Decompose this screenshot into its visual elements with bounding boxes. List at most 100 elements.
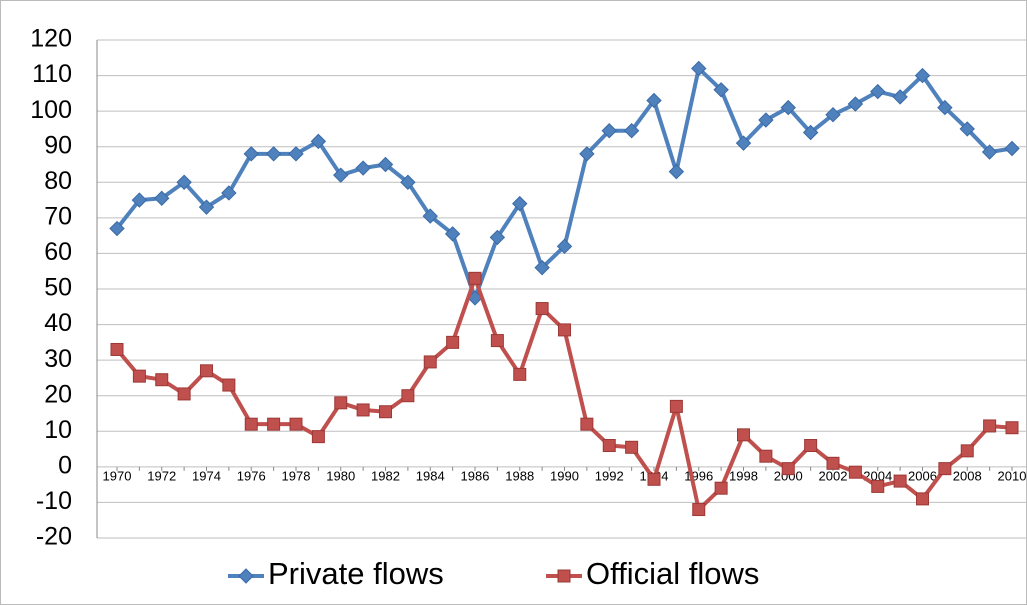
x-tick-label: 1986 <box>461 468 490 483</box>
y-tick-label: 50 <box>44 274 72 302</box>
y-tick-label: 30 <box>44 345 72 373</box>
data-point <box>893 474 907 488</box>
data-point <box>937 99 953 116</box>
y-tick-label: 70 <box>44 202 72 230</box>
x-tick-label: 2008 <box>953 468 982 483</box>
data-point <box>669 399 683 413</box>
data-point <box>400 174 416 190</box>
data-point <box>625 440 639 454</box>
data-point <box>446 335 460 349</box>
y-tick-label: 60 <box>44 238 72 266</box>
data-point <box>288 146 304 162</box>
y-tick-label: 100 <box>30 96 72 124</box>
x-tick-label: 1976 <box>237 468 266 483</box>
x-tick-label: 2002 <box>819 468 848 483</box>
data-point <box>826 456 840 470</box>
legend-item: Private flows <box>228 556 444 591</box>
y-tick-label: 0 <box>58 451 72 479</box>
data-point <box>379 405 392 419</box>
x-tick-label: 1992 <box>595 468 624 483</box>
data-point <box>444 226 461 242</box>
data-point <box>601 122 617 139</box>
x-tick-label: 2000 <box>774 468 803 483</box>
data-point <box>735 135 752 151</box>
data-point <box>244 417 258 431</box>
data-point <box>356 403 370 417</box>
data-point <box>737 428 750 442</box>
data-point <box>892 89 908 105</box>
data-point <box>513 367 527 381</box>
data-point <box>870 83 886 100</box>
x-tick-label: 1978 <box>282 468 311 483</box>
data-point <box>154 190 170 207</box>
data-point <box>155 373 169 387</box>
data-point <box>311 430 325 444</box>
y-tick-label: 110 <box>32 60 72 88</box>
x-tick-label: 1970 <box>103 468 132 483</box>
data-point <box>759 449 773 463</box>
data-point <box>981 144 998 160</box>
data-point <box>602 439 616 453</box>
data-point <box>960 444 974 458</box>
data-point <box>422 208 438 224</box>
x-tick-label: 1988 <box>505 468 534 483</box>
x-tick-label: 1984 <box>416 468 445 483</box>
data-point <box>668 163 685 180</box>
x-tick-label: 1998 <box>729 468 758 483</box>
x-tick-label: 1990 <box>550 468 579 483</box>
data-point <box>1004 140 1020 157</box>
data-point <box>222 378 236 392</box>
data-point <box>871 479 885 493</box>
y-tick-label: 90 <box>44 131 72 159</box>
data-point <box>914 67 931 84</box>
data-point <box>646 92 662 109</box>
data-point <box>647 472 661 486</box>
data-point <box>265 146 282 162</box>
y-tick-label: 120 <box>30 25 72 53</box>
x-tick-label: 1982 <box>371 468 400 483</box>
data-point <box>847 96 864 112</box>
data-point <box>714 481 728 495</box>
data-point <box>355 160 371 176</box>
data-point <box>468 271 482 285</box>
data-point <box>1005 421 1019 435</box>
x-tick-label: 1980 <box>326 468 355 483</box>
data-point <box>198 199 215 215</box>
data-point <box>692 503 706 517</box>
y-tick-label: 20 <box>44 380 72 408</box>
y-tick-label: 80 <box>44 167 72 195</box>
data-point <box>938 462 952 476</box>
data-point <box>558 323 571 337</box>
y-tick-label: -10 <box>36 487 72 515</box>
x-tick-label: 2010 <box>998 468 1027 483</box>
data-point <box>802 124 819 141</box>
x-tick-label: 1972 <box>147 468 176 483</box>
data-point <box>267 417 281 431</box>
data-point <box>916 492 929 506</box>
data-point <box>534 259 550 276</box>
data-point <box>200 364 213 378</box>
legend-label: Official flows <box>586 556 759 591</box>
data-point <box>512 195 528 212</box>
data-point <box>221 185 237 201</box>
data-point <box>334 396 348 410</box>
data-point <box>401 389 415 403</box>
data-point <box>848 465 862 479</box>
data-point <box>959 121 975 137</box>
data-point <box>110 342 124 356</box>
data-point <box>780 99 796 116</box>
data-point <box>333 167 349 183</box>
data-point <box>177 387 191 401</box>
data-point <box>243 146 259 162</box>
legend-item: Official flows <box>546 556 759 591</box>
y-tick-label: -20 <box>36 523 72 551</box>
data-point <box>983 419 997 433</box>
data-point <box>176 174 192 190</box>
data-point <box>781 462 795 476</box>
data-point <box>758 112 774 128</box>
data-point <box>489 229 506 246</box>
data-point <box>579 146 595 162</box>
data-point <box>535 302 549 316</box>
data-point <box>289 417 303 431</box>
